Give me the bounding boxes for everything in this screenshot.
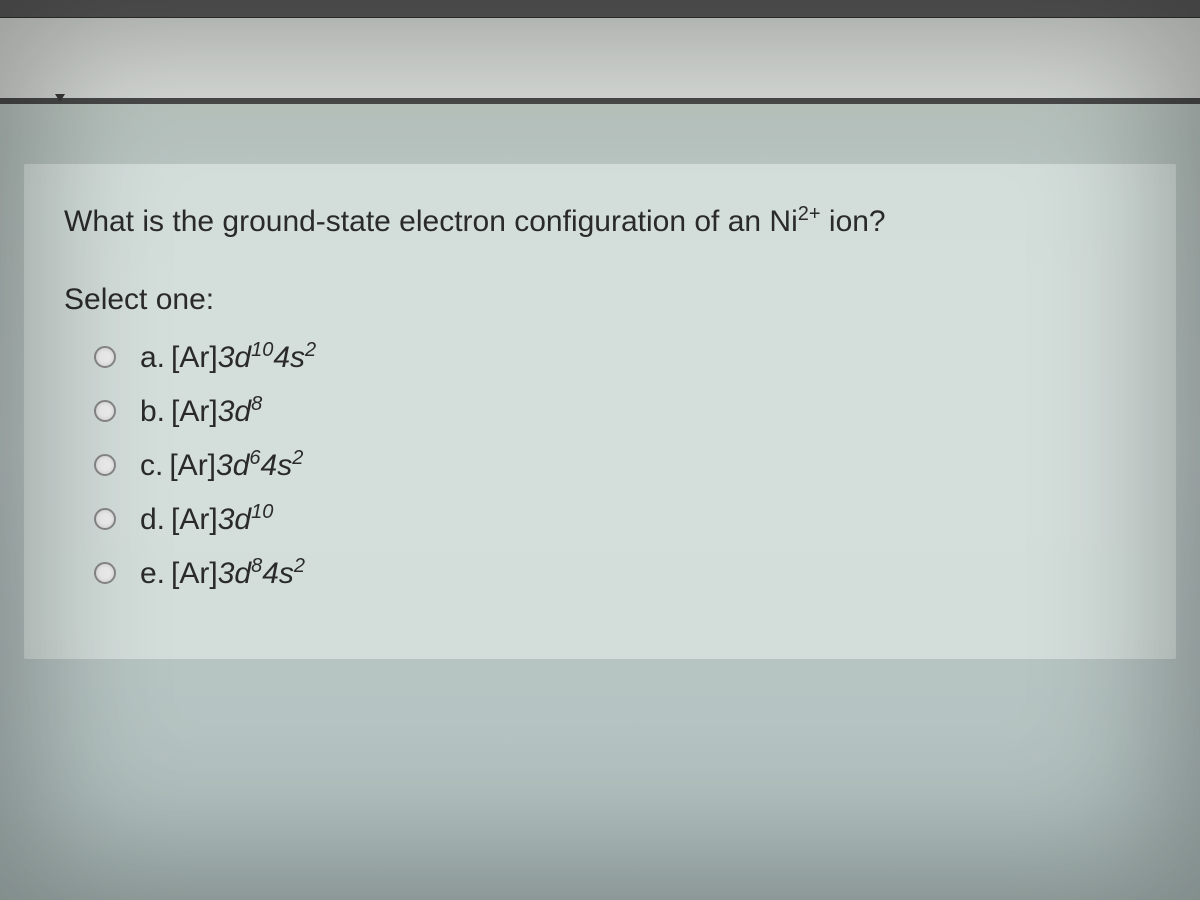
option-orbital: 4s xyxy=(261,449,293,482)
option-letter: d. xyxy=(140,503,165,536)
option-superscript: 2 xyxy=(305,339,316,361)
option-superscript: 10 xyxy=(251,339,273,361)
option-orbital: 3d xyxy=(218,395,251,428)
option-label-a[interactable]: a.[Ar]3d104s2 xyxy=(140,339,316,375)
option-superscript: 2 xyxy=(294,555,305,577)
option-label-e[interactable]: e.[Ar]3d84s2 xyxy=(140,555,305,591)
option-core: [Ar] xyxy=(169,449,216,482)
option-orbital: 4s xyxy=(262,557,294,590)
option-orbital: 4s xyxy=(273,341,305,374)
option-row-c: c.[Ar]3d64s2 xyxy=(94,447,1136,483)
browser-top-bar xyxy=(0,0,1200,18)
option-orbital: 3d xyxy=(218,557,251,590)
option-superscript: 8 xyxy=(251,393,262,415)
select-one-label: Select one: xyxy=(64,283,1136,317)
option-row-d: d.[Ar]3d10 xyxy=(94,501,1136,537)
option-orbital: 3d xyxy=(216,449,249,482)
option-letter: b. xyxy=(140,395,165,428)
options-list: a.[Ar]3d104s2b.[Ar]3d8c.[Ar]3d64s2d.[Ar]… xyxy=(64,339,1136,591)
option-orbital: 3d xyxy=(218,503,251,536)
option-core: [Ar] xyxy=(171,395,218,428)
option-letter: c. xyxy=(140,449,163,482)
option-orbital: 3d xyxy=(218,341,251,374)
option-row-b: b.[Ar]3d8 xyxy=(94,393,1136,429)
option-core: [Ar] xyxy=(171,341,218,374)
option-radio-e[interactable] xyxy=(94,562,116,584)
option-letter: e. xyxy=(140,557,165,590)
option-row-e: e.[Ar]3d84s2 xyxy=(94,555,1136,591)
option-superscript: 10 xyxy=(251,501,273,523)
option-core: [Ar] xyxy=(171,557,218,590)
option-superscript: 2 xyxy=(292,447,303,469)
option-label-b[interactable]: b.[Ar]3d8 xyxy=(140,393,262,429)
question-text: What is the ground-state electron config… xyxy=(64,200,1136,243)
option-label-d[interactable]: d.[Ar]3d10 xyxy=(140,501,273,537)
option-label-c[interactable]: c.[Ar]3d64s2 xyxy=(140,447,303,483)
option-letter: a. xyxy=(140,341,165,374)
question-suffix: ion? xyxy=(821,205,886,238)
question-panel: What is the ground-state electron config… xyxy=(24,164,1176,659)
option-radio-c[interactable] xyxy=(94,454,116,476)
option-row-a: a.[Ar]3d104s2 xyxy=(94,339,1136,375)
ion-charge: 2+ xyxy=(798,203,821,225)
question-prefix: What is the ground-state electron config… xyxy=(64,205,798,238)
spacer xyxy=(0,104,1200,164)
option-core: [Ar] xyxy=(171,503,218,536)
content-divider xyxy=(0,98,1200,104)
option-superscript: 6 xyxy=(249,447,260,469)
option-superscript: 8 xyxy=(251,555,262,577)
option-radio-a[interactable] xyxy=(94,346,116,368)
option-radio-b[interactable] xyxy=(94,400,116,422)
browser-toolbar-area xyxy=(0,18,1200,98)
option-radio-d[interactable] xyxy=(94,508,116,530)
